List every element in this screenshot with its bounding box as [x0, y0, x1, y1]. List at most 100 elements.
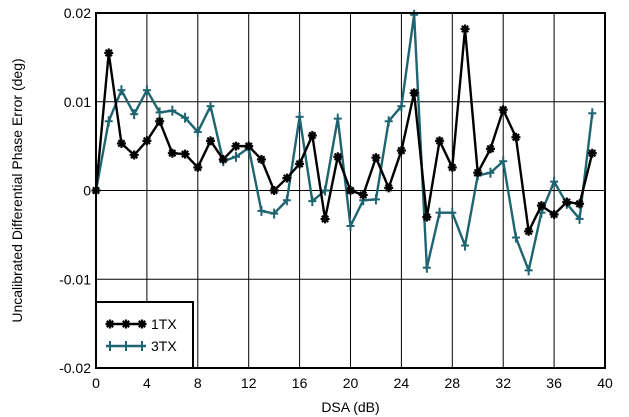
x-tick-label: 4	[143, 375, 151, 391]
data-point-1tx	[155, 116, 165, 126]
data-point-1tx	[193, 162, 203, 172]
legend-marker	[122, 341, 130, 351]
x-tick-label: 0	[92, 375, 100, 391]
series-group	[91, 9, 597, 276]
data-point-3tx	[308, 196, 317, 207]
data-point-1tx	[269, 186, 279, 195]
data-point-3tx	[270, 208, 279, 219]
x-tick-label: 24	[394, 375, 410, 391]
data-point-3tx	[257, 205, 266, 216]
data-point-3tx	[282, 195, 291, 206]
y-tick-label: 0.02	[64, 5, 91, 21]
data-point-3tx	[371, 194, 380, 205]
x-tick-label: 32	[495, 375, 511, 391]
data-point-1tx	[575, 199, 585, 209]
x-tick-label: 16	[292, 375, 308, 391]
data-point-1tx	[358, 190, 368, 200]
legend-marker	[137, 319, 147, 329]
data-point-1tx	[524, 226, 534, 236]
legend-marker	[106, 341, 114, 351]
data-point-3tx	[181, 112, 190, 123]
data-point-1tx	[231, 141, 241, 151]
x-tick-label: 36	[546, 375, 562, 391]
data-point-3tx	[346, 221, 355, 231]
data-point-3tx	[499, 156, 508, 167]
y-tick-label: -0.02	[59, 360, 91, 376]
legend-box	[95, 301, 194, 369]
data-point-1tx	[460, 24, 470, 34]
data-point-3tx	[295, 111, 304, 122]
data-point-1tx	[282, 173, 292, 183]
x-axis-label: DSA (dB)	[321, 399, 379, 415]
data-point-3tx	[168, 105, 177, 116]
data-point-1tx	[447, 162, 457, 172]
y-axis-label: Uncalibrated Differential Phase Error (d…	[9, 58, 25, 322]
legend-marker	[105, 319, 115, 329]
data-point-1tx	[142, 136, 152, 146]
data-point-1tx	[511, 132, 521, 142]
data-point-3tx	[206, 101, 215, 112]
data-point-1tx	[384, 183, 394, 193]
data-point-1tx	[473, 168, 483, 178]
data-point-3tx	[155, 107, 164, 118]
data-point-1tx	[218, 154, 228, 164]
data-point-3tx	[321, 185, 330, 196]
data-point-1tx	[485, 144, 495, 154]
data-point-3tx	[117, 85, 126, 96]
plot-area-border	[95, 12, 606, 369]
data-point-1tx	[587, 148, 597, 158]
data-point-1tx	[295, 159, 305, 169]
tick-labels: 0 4 8 12 16 20 24 28 32 36 40 -0.02 -0.01 0 0.01 0.02	[59, 5, 613, 391]
data-point-1tx	[422, 212, 432, 222]
data-point-3tx	[104, 116, 113, 127]
data-point-1tx	[333, 152, 343, 162]
data-point-3tx	[511, 232, 520, 243]
y-tick-label: -0.01	[59, 271, 91, 287]
data-point-3tx	[524, 265, 533, 276]
legend-label: 1TX	[151, 316, 177, 332]
data-point-1tx	[562, 197, 572, 207]
x-tick-label: 40	[597, 375, 613, 391]
data-point-1tx	[104, 48, 114, 58]
data-point-1tx	[536, 201, 546, 211]
data-point-3tx	[448, 207, 457, 218]
data-point-3tx	[333, 113, 342, 124]
x-tick-label: 28	[445, 375, 461, 391]
data-point-1tx	[346, 186, 355, 195]
legend-item-1tx: 1TX	[105, 316, 177, 332]
legend-label: 3TX	[151, 338, 177, 354]
data-point-3tx	[575, 213, 584, 224]
y-tick-label: 0	[83, 183, 91, 199]
data-point-3tx	[397, 101, 406, 112]
legend-marker	[138, 341, 146, 351]
data-point-3tx	[550, 176, 559, 187]
data-point-3tx	[486, 167, 495, 178]
data-point-3tx	[231, 151, 240, 162]
data-point-1tx	[256, 154, 266, 164]
data-point-1tx	[396, 146, 406, 156]
data-point-3tx	[384, 116, 393, 127]
data-point-3tx	[130, 109, 139, 120]
data-point-1tx	[206, 136, 216, 146]
legend-item-3tx: 3TX	[106, 338, 177, 354]
data-point-1tx	[498, 105, 508, 115]
data-point-1tx	[167, 148, 177, 158]
data-point-1tx	[320, 214, 330, 224]
series-line-1tx	[94, 27, 594, 233]
x-tick-label: 12	[241, 375, 257, 391]
data-point-1tx	[435, 136, 445, 146]
data-point-1tx	[129, 150, 139, 160]
data-point-1tx	[180, 149, 190, 159]
data-point-1tx	[409, 88, 419, 98]
data-point-1tx	[307, 130, 317, 140]
data-point-3tx	[422, 262, 431, 273]
data-point-1tx	[244, 141, 254, 151]
x-tick-label: 8	[194, 375, 202, 391]
data-point-1tx	[549, 209, 559, 219]
data-point-3tx	[588, 108, 597, 119]
series-1tx	[91, 24, 597, 236]
x-tick-label: 20	[343, 375, 359, 391]
legend-marker	[121, 319, 131, 329]
